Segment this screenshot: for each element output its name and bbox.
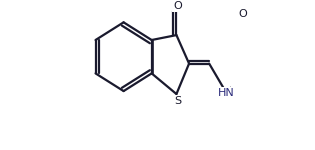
Text: S: S: [174, 96, 181, 106]
Text: O: O: [238, 9, 247, 20]
Text: O: O: [173, 1, 182, 11]
Text: HN: HN: [218, 88, 235, 98]
